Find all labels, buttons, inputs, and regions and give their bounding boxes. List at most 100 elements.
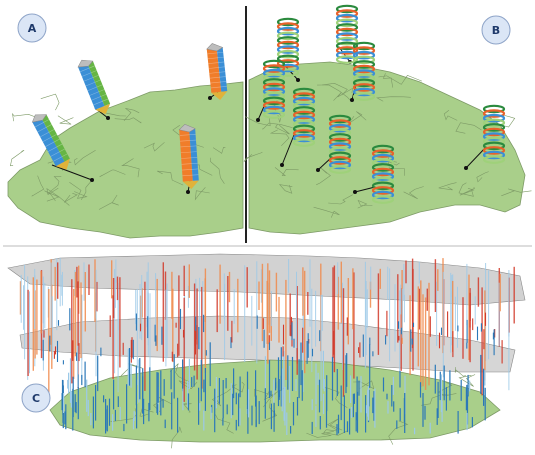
prism-anchor: [208, 96, 212, 100]
spiral-anchor: [256, 118, 260, 122]
spiral-coil: [328, 151, 352, 161]
panel-badge-c: C: [21, 383, 51, 413]
spiral-coil: [276, 31, 300, 41]
prism-anchor: [186, 190, 190, 194]
prism-tip: [55, 158, 70, 170]
region-border: [324, 386, 348, 408]
spiral-coil: [276, 54, 300, 64]
spiral-coil: [328, 142, 352, 151]
panel-a: [3, 3, 244, 241]
spiral-5: [292, 87, 316, 147]
panel-badge-b: B: [481, 15, 511, 45]
spiral-coil: [352, 92, 376, 101]
prism-band: [181, 162, 198, 165]
region-border: [98, 194, 119, 210]
spiral-coil: [482, 118, 506, 128]
spiral-coil: [482, 146, 506, 155]
spiral-coil: [328, 160, 352, 170]
prisms-a: [31, 43, 228, 194]
spiral-coil: [335, 41, 359, 51]
prism-band: [207, 51, 224, 55]
spiral-coil: [292, 115, 316, 124]
spiral-coil: [335, 50, 359, 60]
prism-tip: [182, 180, 199, 189]
spiral-coil: [292, 138, 316, 147]
prism-band: [182, 174, 199, 177]
region-border: [143, 142, 165, 152]
spiral-coil: [292, 96, 316, 106]
region-border: [357, 199, 373, 209]
spiral-coil: [482, 155, 506, 164]
spiral-coil: [482, 132, 506, 141]
spiral-1: [276, 17, 300, 77]
region-border: [275, 124, 290, 135]
spiral-coil: [352, 64, 376, 74]
spiral-coil: [292, 106, 316, 115]
prism-face-front: [206, 48, 222, 93]
spiral-coil: [262, 110, 286, 119]
spiral-coil: [328, 123, 352, 133]
region-border: [99, 169, 126, 178]
region-border: [40, 93, 60, 111]
prism-face-front: [32, 117, 65, 167]
region-border: [57, 115, 74, 125]
spiral-coil: [292, 119, 316, 129]
region-border: [12, 112, 38, 122]
spiral-anchor: [464, 166, 468, 170]
spiral-coil: [352, 41, 376, 51]
spiral-coil: [328, 156, 352, 165]
prism-1: [77, 59, 111, 115]
spiral-7: [371, 144, 395, 204]
prism-face-front: [179, 128, 193, 182]
region-border: [316, 166, 331, 186]
spiral-anchor: [296, 78, 300, 82]
region-border: [438, 182, 457, 191]
prism-cap: [77, 59, 94, 68]
spiral-coil: [262, 101, 286, 110]
prism-cap: [31, 114, 47, 123]
spiral-2: [335, 4, 359, 64]
region-border: [459, 187, 476, 196]
prism-face-front: [78, 63, 105, 110]
spiral-coil: [352, 60, 376, 69]
spiral-coil: [262, 91, 286, 101]
spiral-coil: [262, 64, 286, 73]
prism-band: [85, 79, 101, 87]
prism-band: [208, 61, 225, 64]
region-border: [353, 380, 375, 390]
prism-band: [93, 98, 109, 106]
prism-band: [40, 129, 55, 138]
prism-band: [42, 133, 58, 143]
prism-anchor: [90, 178, 94, 182]
prism-face-side: [216, 47, 228, 92]
region-border: [443, 110, 458, 121]
spiral-coil: [276, 40, 300, 50]
spiral-coil: [262, 82, 286, 92]
spiral-coil: [276, 49, 300, 59]
region-border: [378, 75, 423, 85]
panel-b: [243, 4, 532, 235]
spiral-coil: [335, 9, 359, 18]
spiral-coil: [328, 119, 352, 128]
prism-band: [87, 84, 103, 92]
prism-cap: [206, 43, 224, 52]
spiral-coil: [352, 46, 376, 55]
region-border: [403, 186, 424, 200]
spiral-coil: [328, 128, 352, 138]
spiral-coil: [276, 22, 300, 31]
region-border: [63, 193, 78, 203]
region-border: [458, 374, 476, 387]
region-border: [123, 108, 140, 121]
bars-c: [19, 258, 515, 435]
region-border: [263, 390, 276, 408]
spiral-coil: [335, 27, 359, 37]
region-border: [73, 150, 96, 166]
region-border: [215, 414, 234, 434]
region-border: [31, 175, 45, 197]
panel-badge-a: A: [17, 13, 47, 43]
spiral-coil: [262, 87, 286, 96]
prism-band: [89, 89, 105, 96]
spiral-coil: [328, 137, 352, 147]
region-border: [323, 429, 348, 436]
